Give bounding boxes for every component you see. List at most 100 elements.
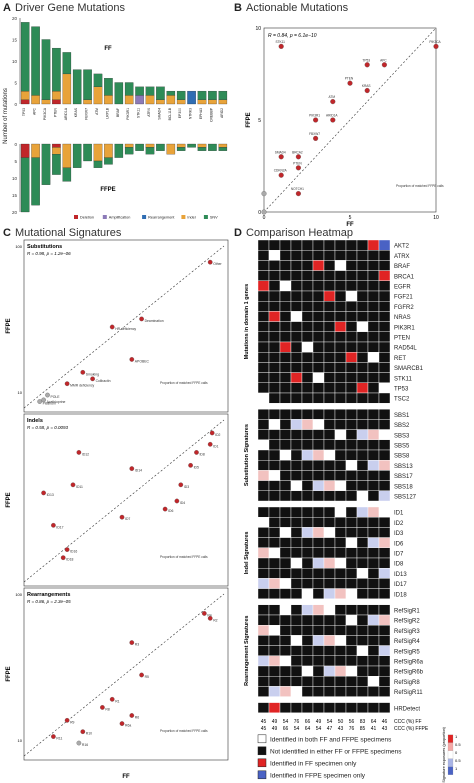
heatmap-cell [257,547,270,559]
ffpe-bar-segment [176,147,186,151]
heatmap-cell [323,702,336,714]
heatmap-cell [279,362,292,373]
heatmap-cell [378,372,391,384]
row-label: TSC2 [394,397,410,403]
heatmap-cell [279,604,292,616]
heatmap-cell [268,392,281,404]
heatmap-cell [334,341,347,353]
ffpe-bar-segment [187,143,196,148]
ffpe-bar-segment [124,143,134,148]
heatmap-cell [312,392,325,404]
scatter-point [70,482,76,488]
heatmap-cell [301,588,314,600]
ff-bar-segment [187,90,196,105]
heatmap-cell [268,557,281,569]
row-label: RefSigR1 [394,608,420,614]
heatmap-cell [290,625,303,636]
heatmap-cell [345,301,358,312]
scatter-point [209,430,215,436]
heatmap-cell [378,301,391,312]
point-label: APC [380,58,387,62]
gene-label: STK11 [137,108,141,118]
heatmap-cell [378,604,391,616]
point-label: ID18 [66,558,73,562]
heatmap-cell [367,301,380,312]
gene-label: EP300 [178,108,182,118]
heatmap-cell [345,362,358,373]
heatmap-cell [312,429,325,441]
ffpe-bar-segment [104,143,113,158]
heatmap-cell [378,290,391,302]
heatmap-cell [334,517,347,528]
heatmap-cell [334,645,347,657]
heatmap-cell [312,702,325,714]
heatmap-cell [334,290,347,302]
scale-tick-label: 1 [455,734,458,739]
heatmap-cell [312,625,325,636]
row-label: RefSigR6a [394,659,424,665]
heatmap-cell [279,408,292,420]
heatmap-cell [345,578,358,589]
point-label: MMR deficiency [70,384,94,388]
heatmap-cell [268,665,281,677]
heatmap-cell [378,392,391,404]
heatmap-cell [356,665,369,677]
heatmap-cell [257,635,270,646]
heatmap-cell [378,676,391,687]
heatmap-cell [345,290,358,302]
ff-bar-segment [93,86,103,105]
plot-frame [263,27,437,213]
x-axis-label: FF [122,774,130,780]
row-label: RefSigR11 [394,690,423,696]
heatmap-cell [356,490,369,502]
heatmap-cell [257,290,270,302]
heatmap-cell [367,290,380,302]
heatmap-cell [323,645,336,657]
heatmap-cell [301,270,314,281]
heatmap-cell [367,351,380,363]
heatmap-cell [356,686,369,697]
y-axis-label: FFPE [6,492,12,507]
heatmap-cell [367,280,380,292]
heatmap-cell [257,537,270,549]
heatmap-cell [290,665,303,677]
heatmap-cell [290,655,303,667]
ffpe-bar-segment [197,147,207,151]
point-label: KRAS [362,84,371,88]
heatmap-cell [378,557,391,569]
ff-bar-segment [135,86,144,96]
x-tick-label: 10 [433,215,439,221]
heatmap-cell [356,537,369,549]
heatmap-cell [301,676,314,687]
heatmap-cell [334,686,347,697]
heatmap-cell [312,260,325,271]
heatmap-cell [345,249,358,261]
panel-a-letter: A [3,2,11,14]
heatmap-cell [378,527,391,538]
heatmap-cell [301,408,314,420]
scatter-point [60,555,66,561]
heatmap-cell [290,301,303,312]
panel-c-title: Mutational Signatures [15,227,122,239]
row-label: ID3 [394,531,404,537]
heatmap-cell [334,270,347,281]
heatmap-cell [312,449,325,461]
ff-tick-label: 20 [12,16,18,21]
heatmap-cell [334,506,347,518]
heatmap-cell [367,490,380,502]
heatmap-cell [323,321,336,332]
subpanel-title: Substitutions [27,244,62,250]
scatter-point [188,463,193,468]
heatmap-cell [268,429,281,441]
heatmap-cell [257,614,270,626]
scatter-point [433,43,439,49]
heatmap-cell [323,557,336,569]
heatmap-cell [334,537,347,549]
heatmap-cell [378,480,391,492]
heatmap-cell [268,260,281,271]
scatter-point [100,705,105,710]
heatmap-cell [378,614,391,626]
ffpe-bar-segment [104,157,113,165]
ff-bar-segment [124,95,134,105]
scale-tick-label: 0.5 [455,742,461,747]
